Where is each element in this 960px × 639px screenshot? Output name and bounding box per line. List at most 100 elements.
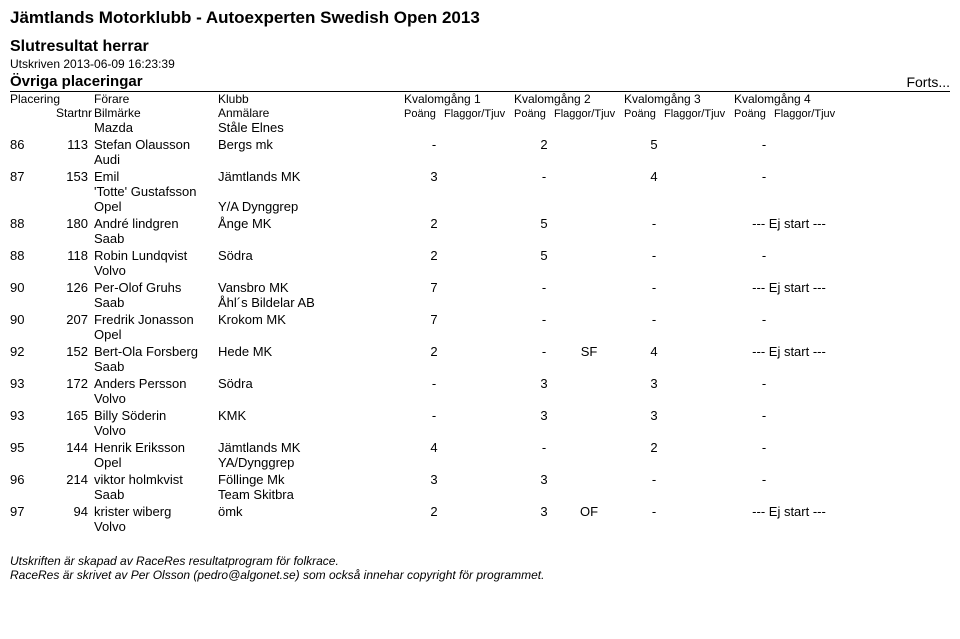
carryover-club: Ståle Elnes — [218, 120, 404, 135]
result-subrow: OpelY/A Dynggrep — [10, 199, 950, 214]
q3-cell: - — [624, 248, 734, 263]
placering-cell: 97 — [10, 504, 56, 519]
carryover-brand-row: Mazda Ståle Elnes — [10, 120, 950, 135]
section-title: Övriga placeringar — [10, 73, 143, 90]
head-q4: Kvalomgång 4 — [734, 92, 844, 106]
q3-cell: - — [624, 280, 734, 295]
q2-cell: - — [514, 169, 624, 184]
footer: Utskriften är skapad av RaceRes resultat… — [10, 554, 950, 582]
head-q3: Kvalomgång 3 — [624, 92, 734, 106]
q3-cell: 3 — [624, 376, 734, 391]
q3-cell: 4 — [624, 344, 734, 359]
result-row: 88180André lindgrenÅnge MK25---- Ej star… — [10, 214, 950, 231]
q1-cell: 2 — [404, 344, 514, 359]
q3-cell: - — [624, 312, 734, 327]
footer-line2: RaceRes är skrivet av Per Olsson (pedro@… — [10, 568, 950, 582]
startnr-cell: 113 — [56, 137, 88, 152]
q4-cell: - — [734, 440, 844, 455]
q1-cell: - — [404, 376, 514, 391]
result-row: 96214viktor holmkvistFöllinge Mk33-- — [10, 470, 950, 487]
brand-cell: Saab — [88, 231, 218, 246]
q2-cell: 3 — [514, 376, 624, 391]
q4-cell: - — [734, 376, 844, 391]
q4-cell: --- Ej start --- — [734, 216, 844, 231]
q3-cell: 3 — [624, 408, 734, 423]
startnr-cell: 94 — [56, 504, 88, 519]
q3-cell: - — [624, 216, 734, 231]
club-cell: Södra — [218, 376, 404, 391]
event-title: Jämtlands Motorklubb - Autoexperten Swed… — [10, 8, 950, 28]
startnr-cell: 118 — [56, 248, 88, 263]
q3-cell: - — [624, 504, 734, 519]
result-subrow: Saab — [10, 359, 950, 374]
brand-cell: Saab — [88, 295, 218, 310]
result-subrow: Volvo — [10, 263, 950, 278]
q3-cell: 2 — [624, 440, 734, 455]
q2-cell: 5 — [514, 216, 624, 231]
result-subtitle: Slutresultat herrar — [10, 38, 950, 56]
q2-cell: - — [514, 280, 624, 295]
placering-cell: 90 — [10, 280, 56, 295]
q3-cell: - — [624, 472, 734, 487]
footer-line1: Utskriften är skapad av RaceRes resultat… — [10, 554, 950, 568]
q3-cell: 4 — [624, 169, 734, 184]
brand-cell: Volvo — [88, 391, 218, 406]
startnr-cell: 153 — [56, 169, 88, 184]
column-headers: Placering Förare Klubb Kvalomgång 1 Kval… — [10, 92, 950, 106]
club-cell: Föllinge Mk — [218, 472, 404, 487]
result-subrow: OpelYA/Dynggrep — [10, 455, 950, 470]
placering-cell: 92 — [10, 344, 56, 359]
q4-cell: - — [734, 169, 844, 184]
q4-cell: --- Ej start --- — [734, 504, 844, 519]
startnr-cell: 152 — [56, 344, 88, 359]
brand-cell: Opel — [88, 327, 218, 342]
placering-cell: 93 — [10, 376, 56, 391]
q1-cell: 2 — [404, 248, 514, 263]
placering-cell: 88 — [10, 216, 56, 231]
anmalare-cell: Y/A Dynggrep — [218, 199, 404, 214]
result-row: 95144Henrik ErikssonJämtlands MK4-2- — [10, 438, 950, 455]
q2-cell: - — [514, 312, 624, 327]
club-cell: Hede MK — [218, 344, 404, 359]
q4-cell: - — [734, 408, 844, 423]
q3-cell: 5 — [624, 137, 734, 152]
driver-name-cell: Fredrik Jonasson — [88, 312, 218, 327]
q4-cell: - — [734, 312, 844, 327]
startnr-cell: 172 — [56, 376, 88, 391]
anmalare-cell: Team Skitbra — [218, 487, 404, 502]
carryover-brand: Mazda — [88, 120, 218, 135]
club-cell: Vansbro MK — [218, 280, 404, 295]
anmalare-cell: YA/Dynggrep — [218, 455, 404, 470]
startnr-cell: 214 — [56, 472, 88, 487]
brand-cell: Volvo — [88, 263, 218, 278]
result-row: 88118Robin LundqvistSödra25-- — [10, 246, 950, 263]
result-subrow: Volvo — [10, 391, 950, 406]
head-placering: Placering — [10, 92, 56, 106]
brand-cell: Opel — [88, 199, 218, 214]
q1-cell: 3 — [404, 472, 514, 487]
driver-name-cell: Per-Olof Gruhs — [88, 280, 218, 295]
driver-name-cell: Bert-Ola Forsberg — [88, 344, 218, 359]
result-row: 86113Stefan OlaussonBergs mk-25- — [10, 135, 950, 152]
q4-cell: --- Ej start --- — [734, 280, 844, 295]
q4-cell: --- Ej start --- — [734, 344, 844, 359]
q4-cell: - — [734, 472, 844, 487]
placering-cell: 96 — [10, 472, 56, 487]
head-q1-sub: PoängFlaggor/Tjuv — [404, 106, 514, 120]
driver-name-cell: Robin Lundqvist — [88, 248, 218, 263]
driver-name-cell: Billy Söderin — [88, 408, 218, 423]
result-row: 92152Bert-Ola ForsbergHede MK2-SF4--- Ej… — [10, 342, 950, 359]
head-q1: Kvalomgång 1 — [404, 92, 514, 106]
q2-cell: 5 — [514, 248, 624, 263]
q1-cell: 3 — [404, 169, 514, 184]
q2-cell: 3OF — [514, 504, 624, 519]
club-cell: Jämtlands MK — [218, 169, 404, 184]
result-subrow: Volvo — [10, 519, 950, 534]
brand-cell: Saab — [88, 487, 218, 502]
result-row: 9794krister wibergömk23OF---- Ej start -… — [10, 502, 950, 519]
result-row: 87153EmilJämtlands MK3-4- — [10, 167, 950, 184]
q1-cell: - — [404, 137, 514, 152]
driver-name-cell: krister wiberg — [88, 504, 218, 519]
anmalare-cell: Åhl´s Bildelar AB — [218, 295, 404, 310]
section-header-row: Övriga placeringar Forts... — [10, 73, 950, 92]
